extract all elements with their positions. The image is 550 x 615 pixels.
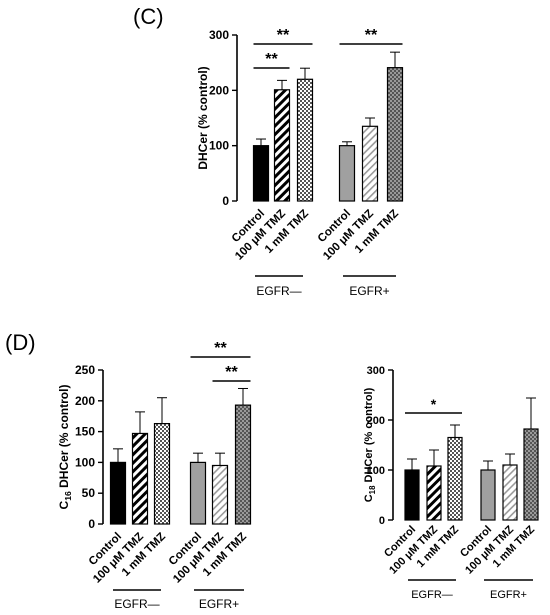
group-label: EGFR+ (349, 284, 389, 298)
panel-label-c: (C) (133, 4, 164, 29)
bar (361, 125, 379, 202)
significance-label: ** (214, 340, 227, 357)
y-tick-label: 300 (209, 28, 229, 42)
bar (386, 67, 404, 202)
bar (109, 461, 127, 525)
y-tick-label: 50 (82, 486, 96, 500)
y-tick-label: 200 (367, 415, 385, 427)
y-tick-label: 200 (209, 83, 229, 97)
bar (447, 436, 463, 521)
group-label: EGFR— (256, 284, 301, 298)
y-tick-label: 150 (75, 425, 95, 439)
group-label: EGFR+ (199, 597, 239, 611)
panel-label-d: (D) (5, 330, 36, 355)
y-axis-label: C16 DHCer (% control) (57, 385, 73, 510)
significance-label: ** (225, 364, 238, 381)
significance-label: ** (277, 27, 290, 44)
y-tick-label: 0 (222, 194, 229, 208)
y-tick-label: 100 (367, 465, 385, 477)
bar (404, 469, 420, 521)
group-label: EGFR+ (490, 589, 527, 601)
bar (426, 465, 442, 521)
bar (211, 464, 229, 525)
bar (296, 78, 314, 202)
significance-label: * (431, 396, 437, 412)
bar (480, 469, 496, 521)
y-tick-label: 250 (75, 363, 95, 377)
bar (338, 145, 356, 202)
group-label: EGFR— (114, 597, 159, 611)
y-tick-label: 0 (88, 517, 95, 531)
bar (523, 428, 539, 521)
bar (502, 464, 518, 521)
bar (131, 432, 149, 525)
significance-label: ** (365, 27, 378, 44)
bar (234, 404, 252, 525)
y-axis-label: DHCer (% control) (196, 66, 210, 169)
group-label: EGFR— (411, 589, 453, 601)
y-tick-label: 100 (209, 139, 229, 153)
y-axis-label: C18 DHCer (% control) (363, 387, 377, 502)
bar (252, 145, 270, 202)
y-tick-label: 0 (379, 515, 385, 527)
bar (153, 422, 171, 525)
bar (189, 461, 207, 525)
y-tick-label: 100 (75, 455, 95, 469)
y-tick-label: 300 (367, 365, 385, 377)
significance-label: ** (265, 51, 278, 68)
y-tick-label: 200 (75, 394, 95, 408)
bar (273, 89, 291, 202)
